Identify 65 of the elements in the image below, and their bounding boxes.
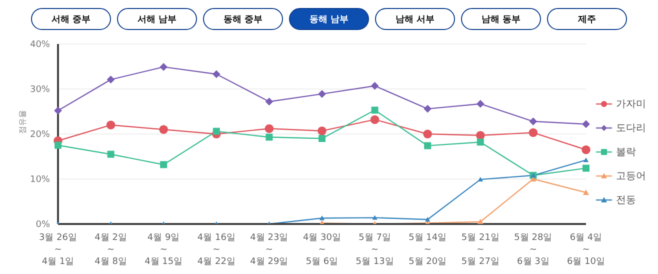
point <box>212 128 220 135</box>
x-tick-label: 4월 30일 ~ 5월 6일 <box>302 233 342 267</box>
point <box>212 70 220 78</box>
point <box>582 120 590 128</box>
x-tick-label: 4월 23일 ~ 4월 29일 <box>250 233 288 267</box>
region-tab: 제주 <box>547 8 627 30</box>
legend-label: 고등어 <box>616 170 646 183</box>
legend-label: 전동 <box>616 194 636 207</box>
x-tick-label: 3월 26일 ~ 4월 1일 <box>38 233 78 267</box>
x-tick-label: 5월 28일 ~ 6월 3일 <box>514 233 552 267</box>
point <box>54 106 62 115</box>
point <box>476 100 484 108</box>
x-tick-label: 4월 2일 ~ 4월 8일 <box>94 233 127 267</box>
point <box>106 76 115 84</box>
point <box>266 134 273 141</box>
point <box>160 161 168 168</box>
region-tab: 동해 중부 <box>203 8 283 30</box>
point <box>370 115 380 124</box>
point <box>265 98 274 106</box>
region-tab: 동해 남부 <box>289 8 369 30</box>
point <box>264 124 274 133</box>
point <box>54 142 62 149</box>
point <box>159 125 168 134</box>
point <box>424 142 432 150</box>
y-tick-label: 10% <box>30 175 50 186</box>
x-tick-label: 4월 9일 ~ 4월 15일 <box>144 233 183 267</box>
point <box>160 63 168 71</box>
point <box>478 176 483 182</box>
y-tick-label: 40% <box>30 40 50 50</box>
point <box>107 150 114 158</box>
point <box>318 135 326 142</box>
point <box>476 138 484 146</box>
legend-label: 볼락 <box>616 146 636 159</box>
x-tick-label: 6월 4일 ~ 6월 10일 <box>566 233 606 267</box>
point <box>423 130 432 138</box>
y-tick-label: 20% <box>30 130 50 140</box>
y-tick-label: 30% <box>30 85 50 96</box>
region-tab: 남해 동부 <box>461 8 541 30</box>
legend-label: 가자미 <box>616 98 646 111</box>
point <box>319 216 325 220</box>
x-tick-label: 5월 7일 ~ 5월 13일 <box>356 233 394 267</box>
point <box>582 145 590 154</box>
point <box>372 215 378 220</box>
y-axis-title: 점유율 <box>18 110 27 134</box>
point <box>529 117 538 126</box>
point <box>583 158 589 162</box>
legend-label: 도다리 <box>616 122 646 135</box>
point <box>528 128 538 138</box>
region-tab: 서해 남부 <box>117 8 197 30</box>
region-tab: 남해 서부 <box>375 8 455 30</box>
point <box>370 82 379 90</box>
point <box>106 120 116 130</box>
point <box>425 216 430 222</box>
x-tick-label: 5월 14일 ~ 5월 20일 <box>408 233 447 267</box>
point <box>371 106 378 114</box>
y-tick-label: 0% <box>36 220 50 230</box>
point <box>424 104 432 113</box>
point <box>582 164 590 172</box>
region-tab: 서해 중부 <box>31 8 111 30</box>
x-tick-label: 4월 16일 ~ 4월 22일 <box>197 233 236 267</box>
point <box>318 126 326 136</box>
point <box>477 218 484 224</box>
x-tick-label: 5월 21일 ~ 5월 27일 <box>461 233 500 267</box>
point <box>318 90 326 98</box>
point <box>582 189 590 195</box>
